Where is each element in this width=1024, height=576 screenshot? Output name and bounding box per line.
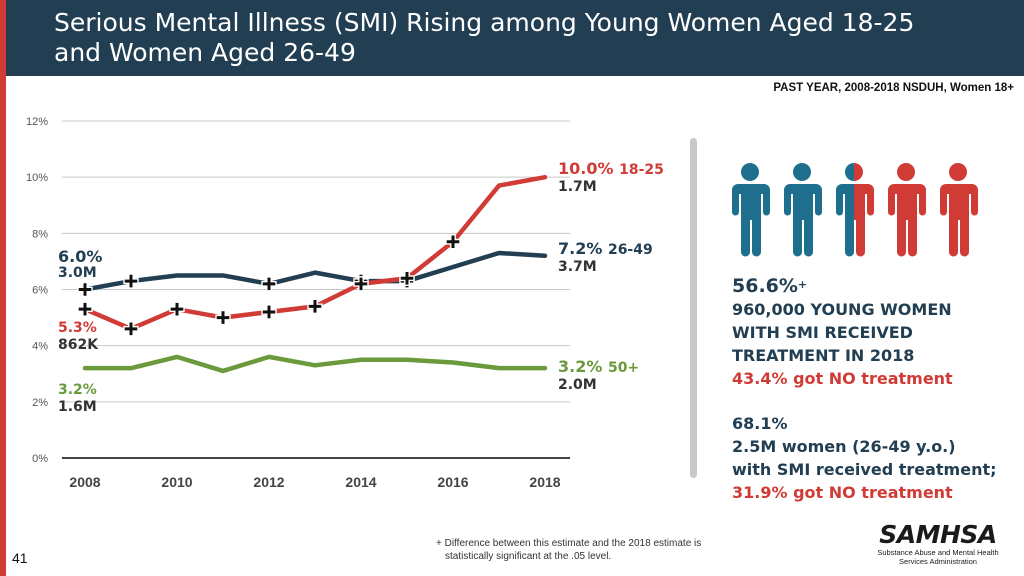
- end-count-26-49: 3.7M: [558, 259, 597, 275]
- end-label-18-25: 10.0% 18-25 1.7M: [558, 160, 664, 196]
- person-icon: [888, 163, 926, 257]
- start-label-26-49: 6.0% 3.0M: [58, 248, 102, 282]
- significance-marker: [123, 321, 139, 337]
- y-tick-label: 2%: [32, 397, 48, 409]
- footnote-line-1: + Difference between this estimate and t…: [436, 538, 702, 549]
- logo-wordmark: SAMHSA: [879, 520, 997, 549]
- end-value-26-49: 7.2%: [558, 239, 603, 258]
- start-label-50-plus: 3.2% 1.6M: [58, 380, 97, 416]
- person-icon: [940, 163, 978, 257]
- young-no-treatment: 43.4% got NO treatment: [732, 369, 953, 388]
- y-tick-label: 0%: [32, 453, 48, 465]
- person-icon: [836, 163, 874, 257]
- young-line-3: TREATMENT IN 2018: [732, 346, 915, 365]
- end-label-50-plus: 3.2% 50+ 2.0M: [558, 358, 639, 394]
- adult-women-stat: 68.1% 2.5M women (26-49 y.o.) with SMI r…: [732, 412, 997, 504]
- x-tick-label: 2018: [529, 474, 560, 490]
- samhsa-logo: SAMHSA Substance Abuse and Mental Health…: [868, 520, 1008, 567]
- title-line-2: and Women Aged 26-49: [54, 38, 356, 67]
- end-label-26-49: 7.2% 26-49 3.7M: [558, 240, 653, 276]
- start-value-18-25: 5.3%: [58, 320, 97, 336]
- significance-marker: [399, 270, 415, 286]
- significance-marker: [77, 301, 93, 317]
- significance-marker: [77, 281, 93, 298]
- people-icons: [732, 163, 978, 257]
- start-value-50-plus: 3.2%: [58, 382, 97, 398]
- x-tick-label: 2008: [69, 474, 100, 490]
- young-line-2: WITH SMI RECEIVED: [732, 323, 913, 342]
- person-icon: [784, 163, 822, 257]
- end-group-18-25: 18-25: [619, 162, 664, 178]
- adult-line-2: with SMI received treatment;: [732, 460, 997, 479]
- start-count-26-49: 3.0M: [58, 265, 97, 281]
- end-count-18-25: 1.7M: [558, 179, 597, 195]
- start-label-18-25: 5.3% 862K: [58, 318, 98, 354]
- title-line-1: Serious Mental Illness (SMI) Rising amon…: [54, 8, 915, 37]
- source-label: PAST YEAR, 2008-2018 NSDUH, Women 18+: [773, 82, 1014, 94]
- x-tick-label: 2010: [161, 474, 192, 490]
- line-chart: 0% 2% 4% 6% 8% 10% 12% 2008 2010 2012 2014 2016 2018: [26, 116, 570, 490]
- logo-subtitle-2: Services Administration: [899, 557, 977, 566]
- start-count-18-25: 862K: [58, 337, 99, 353]
- header-band: Serious Mental Illness (SMI) Rising amon…: [6, 0, 1024, 76]
- x-tick-label: 2014: [345, 474, 376, 490]
- accent-bar: [0, 0, 6, 576]
- y-tick-label: 4%: [32, 341, 48, 353]
- start-value-26-49: 6.0%: [58, 247, 103, 266]
- significance-marker: [215, 309, 231, 326]
- adult-treated-pct: 68.1%: [732, 414, 788, 433]
- adult-no-treatment: 31.9% got NO treatment: [732, 483, 953, 502]
- young-line-1: 960,000 YOUNG WOMEN: [732, 300, 952, 319]
- vertical-divider: [690, 138, 697, 478]
- page-title: Serious Mental Illness (SMI) Rising amon…: [54, 8, 974, 68]
- end-value-50-plus: 3.2%: [558, 357, 603, 376]
- start-count-50-plus: 1.6M: [58, 399, 97, 415]
- y-tick-label: 10%: [26, 172, 48, 184]
- series-line-26-49: [82, 250, 548, 292]
- page-number: 41: [12, 550, 28, 566]
- y-tick-label: 6%: [32, 285, 48, 297]
- footnote-line-2: statistically significant at the .05 lev…: [445, 551, 612, 562]
- significance-marker: [123, 273, 139, 289]
- significance-marker: [307, 298, 323, 315]
- end-group-26-49: 26-49: [607, 242, 653, 258]
- y-tick-label: 8%: [32, 228, 48, 240]
- significance-marker: [169, 301, 185, 317]
- end-count-50-plus: 2.0M: [558, 377, 597, 393]
- significance-mark: +: [797, 278, 808, 291]
- x-tick-label: 2016: [437, 474, 468, 490]
- adult-line-1: 2.5M women (26-49 y.o.): [732, 437, 956, 456]
- y-tick-label: 12%: [26, 116, 48, 128]
- young-treated-pct: 56.6%: [732, 275, 798, 297]
- footnote: + Difference between this estimate and t…: [436, 537, 701, 563]
- end-value-18-25: 10.0%: [558, 159, 614, 178]
- end-group-50-plus: 50+: [607, 360, 640, 376]
- series-line-50+: [82, 354, 548, 374]
- significance-marker: [261, 304, 277, 320]
- young-women-stat: 56.6%+ 960,000 YOUNG WOMEN WITH SMI RECE…: [732, 275, 953, 390]
- significance-marker: [261, 276, 277, 292]
- person-icon: [732, 163, 770, 257]
- significance-marker: [353, 276, 369, 292]
- x-tick-label: 2012: [253, 474, 284, 490]
- logo-subtitle-1: Substance Abuse and Mental Health: [877, 548, 999, 557]
- significance-marker: [445, 234, 461, 250]
